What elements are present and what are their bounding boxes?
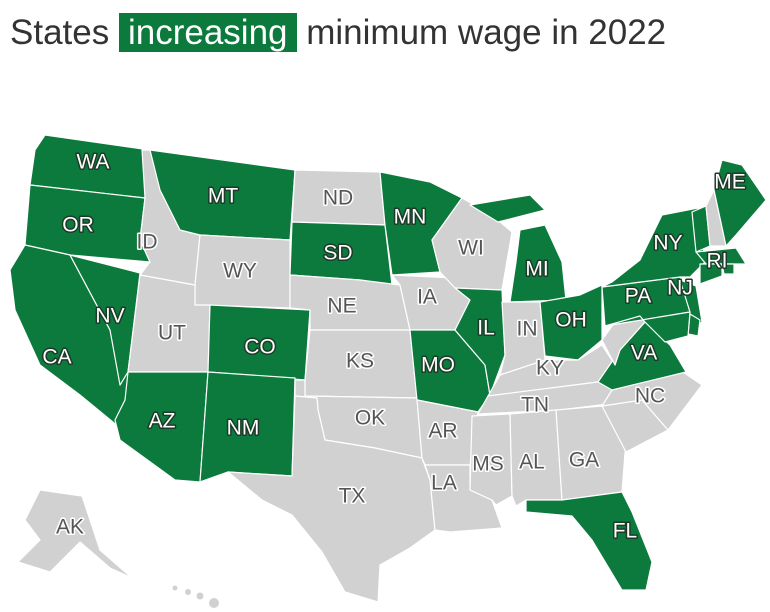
state-label: CA <box>42 346 71 369</box>
state-shape <box>555 405 627 501</box>
state-shape <box>454 287 506 396</box>
state-shape <box>699 263 723 285</box>
title-highlight: increasing <box>118 13 297 52</box>
state-label: NC <box>635 385 665 408</box>
state-label: OR <box>62 214 94 237</box>
state-shape <box>604 311 691 343</box>
state-label: CO <box>244 336 276 359</box>
state-shape <box>69 254 141 386</box>
state-label: GA <box>569 449 599 472</box>
state-label: TN <box>521 394 549 417</box>
state-label: NV <box>95 305 124 328</box>
state-shape <box>721 263 735 275</box>
state-shape <box>713 159 767 247</box>
title-before: States <box>10 13 110 52</box>
state-label: WI <box>458 237 484 260</box>
state-label: NM <box>227 417 260 440</box>
state-label: MT <box>208 185 238 208</box>
hawaii-islands <box>172 585 219 608</box>
state-label: SD <box>323 242 352 265</box>
state-label: KY <box>536 357 564 380</box>
state-label: AL <box>519 451 545 474</box>
state-label: WY <box>223 260 257 283</box>
state-label: AR <box>428 420 457 443</box>
state-label: ND <box>323 187 353 210</box>
state-shape <box>17 489 133 579</box>
state-label: OK <box>355 407 385 430</box>
title-after: minimum wage in 2022 <box>306 13 667 52</box>
state-label: AK <box>56 516 84 539</box>
state-label: RI <box>707 250 728 273</box>
state-label: VA <box>631 342 657 365</box>
state-label: MS <box>472 453 504 476</box>
state-shape <box>695 247 747 265</box>
state-label: UT <box>158 322 186 345</box>
state-label: MN <box>394 206 427 229</box>
state-label: WA <box>76 151 109 174</box>
state-label: MI <box>525 258 548 281</box>
state-shape <box>525 491 653 591</box>
state-label: FL <box>613 520 638 543</box>
state-label: NJ <box>667 277 693 300</box>
state-label: OH <box>555 309 587 332</box>
state-label: MO <box>421 354 455 377</box>
state-label: ID <box>137 231 158 254</box>
state-label: NY <box>653 232 682 255</box>
state-label: NE <box>327 295 356 318</box>
state-label: LA <box>431 472 457 495</box>
state-label: ME <box>714 171 746 194</box>
state-label: IA <box>417 286 437 309</box>
state-label: IN <box>517 318 538 341</box>
state-label: KS <box>346 350 374 373</box>
state-label: PA <box>625 285 651 308</box>
title: States increasing minimum wage in 2022 <box>10 10 710 56</box>
state-shape <box>431 197 513 291</box>
state-label: TX <box>339 485 366 508</box>
state-label: AZ <box>149 410 176 433</box>
state-label: IL <box>477 317 495 340</box>
